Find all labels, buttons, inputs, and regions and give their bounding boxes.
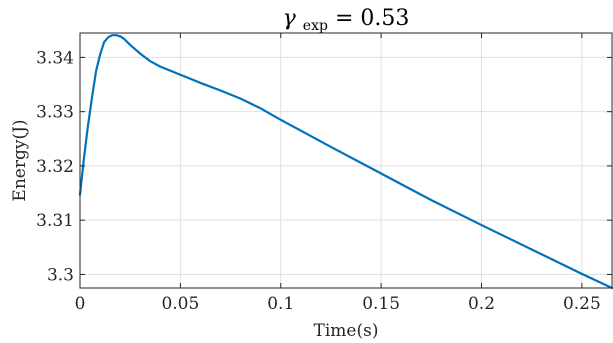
y-tick-label: 3.33 xyxy=(36,103,74,123)
x-tick-label: 0.2 xyxy=(468,294,495,314)
grid xyxy=(79,33,612,288)
series-line-1 xyxy=(78,34,613,290)
chart-title: γ exp = 0.53 xyxy=(283,6,410,36)
x-tick-label: 0.15 xyxy=(362,294,400,314)
x-tick-label: 0.25 xyxy=(563,294,601,314)
y-tick-label: 3.32 xyxy=(36,157,74,177)
x-tick-label: 0 xyxy=(75,294,86,314)
x-tick-label: 0.1 xyxy=(267,294,294,314)
title-symbol: γ xyxy=(283,6,297,31)
series-layer xyxy=(78,34,613,290)
title-subscript: exp xyxy=(303,18,328,34)
title-value: = 0.53 xyxy=(335,6,409,31)
x-axis-label: Time(s) xyxy=(314,321,379,341)
y-tick-label: 3.31 xyxy=(36,211,74,231)
axes-box xyxy=(79,32,613,289)
y-tick-labels: 3.3 3.31 3.32 3.33 3.34 xyxy=(36,48,74,285)
y-axis-label: Energy(J) xyxy=(10,119,30,201)
y-tick-label: 3.34 xyxy=(36,48,74,68)
x-tick-label: 0.05 xyxy=(161,294,199,314)
y-tick-label: 3.3 xyxy=(47,265,74,285)
x-tick-labels: 0 0.05 0.1 0.15 0.2 0.25 xyxy=(75,294,601,314)
ticks xyxy=(79,33,612,288)
